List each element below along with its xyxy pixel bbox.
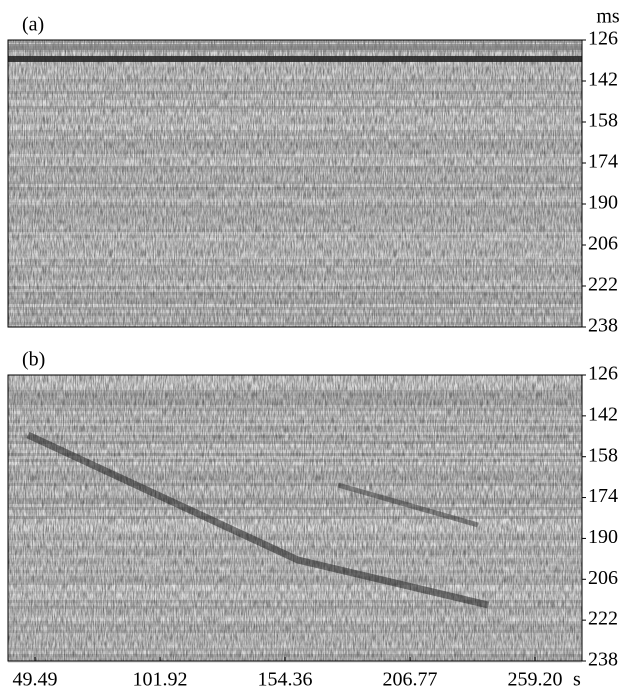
y-tick-label: 190 <box>588 192 618 214</box>
seismic-section <box>7 374 583 663</box>
y-tick-label: 158 <box>588 444 618 466</box>
x-tick-label: 154.36 <box>258 669 313 691</box>
x-axis-unit: s <box>573 669 581 691</box>
y-tick-label: 206 <box>588 567 618 589</box>
x-tick-label: 49.49 <box>13 669 58 691</box>
section-frame <box>7 39 583 328</box>
y-tick-label: 206 <box>588 233 618 255</box>
y-tick-label: 190 <box>588 526 618 548</box>
x-tick-label: 206.77 <box>382 669 437 691</box>
texture-noise <box>8 40 582 327</box>
y-tick-label: 126 <box>588 363 618 385</box>
reflector <box>8 56 582 62</box>
y-axis-unit: ms <box>596 6 620 28</box>
y-tick-label: 222 <box>588 608 618 630</box>
x-tick-label: 259.20 <box>508 669 563 691</box>
x-tick-label: 101.92 <box>133 669 188 691</box>
reflector <box>337 482 479 528</box>
y-tick-label: 126 <box>588 28 618 50</box>
seismic-section <box>7 39 583 328</box>
y-tick-label: 142 <box>588 69 618 91</box>
y-tick-label: 238 <box>588 315 618 337</box>
y-tick-label: 158 <box>588 110 618 132</box>
y-tick-label: 238 <box>588 649 618 671</box>
panel-label: (a) <box>22 14 44 36</box>
reflector <box>8 44 582 50</box>
section-frame <box>7 374 583 662</box>
y-tick-label: 174 <box>588 485 618 507</box>
y-tick-label: 222 <box>588 274 618 296</box>
panel-label: (b) <box>22 349 45 371</box>
reflector <box>26 431 489 609</box>
texture-noise <box>8 375 582 661</box>
y-tick-label: 174 <box>588 151 618 173</box>
y-tick-label: 142 <box>588 403 618 425</box>
